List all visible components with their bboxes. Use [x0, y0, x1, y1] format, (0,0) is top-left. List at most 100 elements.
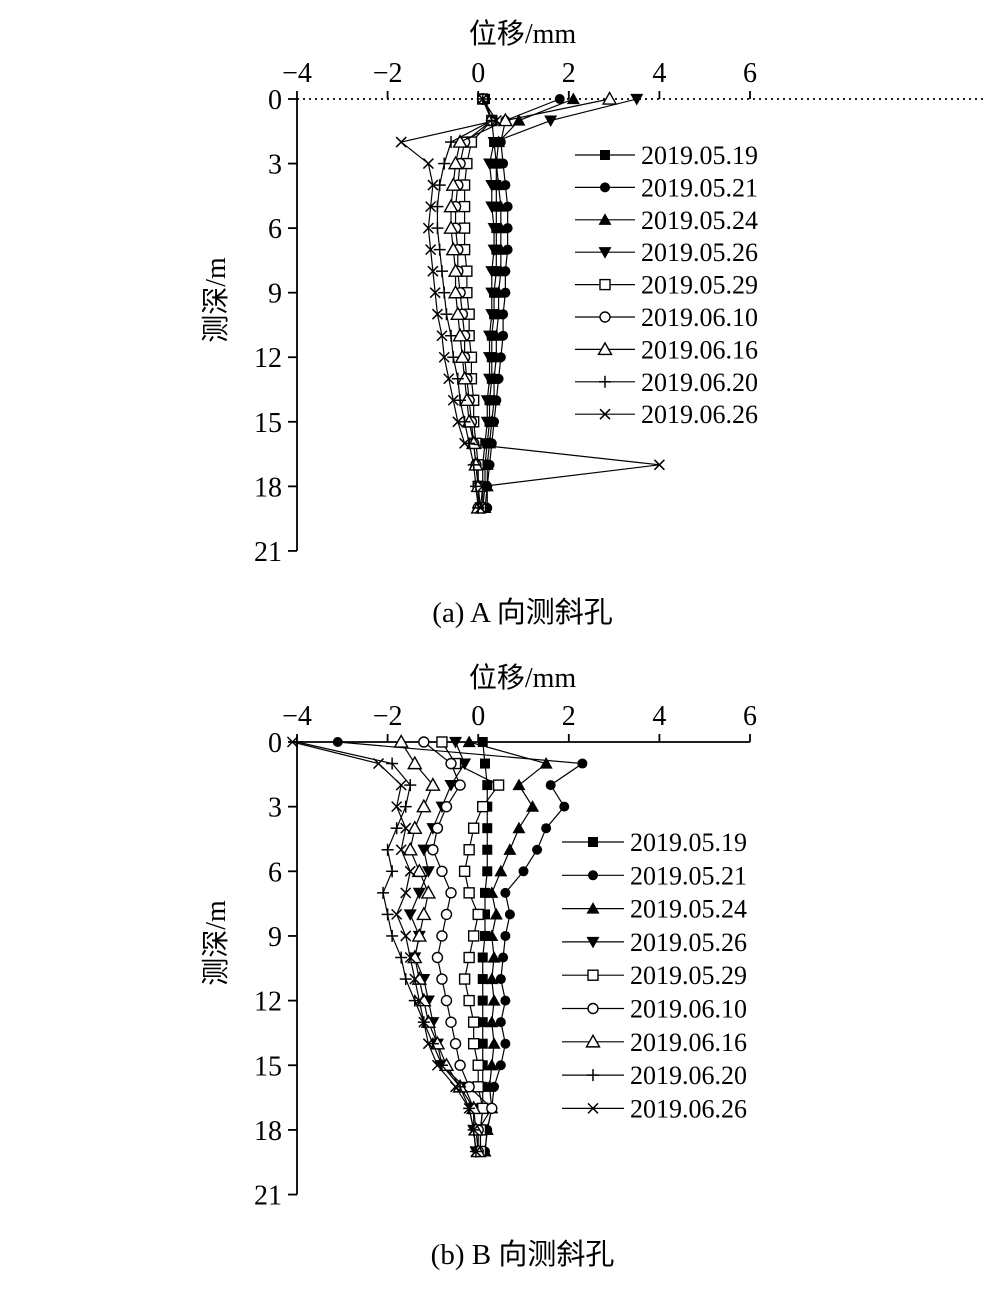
marker-square-filled — [477, 737, 488, 747]
marker-triangle-up-filled — [489, 350, 503, 363]
legend-entry: 2019.05.24 — [575, 206, 758, 235]
marker-triangle-down-filled — [487, 136, 501, 149]
marker-x — [422, 158, 434, 170]
marker-square-filled — [482, 844, 493, 855]
marker-circle-filled — [332, 737, 343, 747]
marker-triangle-up-open — [447, 263, 464, 277]
marker-x — [447, 394, 459, 406]
marker-square-filled — [482, 866, 493, 877]
legend-label: 2019.05.29 — [641, 271, 758, 300]
marker-x — [422, 1038, 434, 1050]
legend-label: 2019.05.24 — [630, 895, 747, 924]
marker-x — [425, 244, 437, 256]
marker-triangle-up-open — [402, 841, 418, 856]
marker-triangle-up-filled — [483, 1080, 497, 1092]
marker-triangle-up-open — [411, 863, 428, 878]
marker-circle-open — [436, 930, 448, 942]
marker-square-open — [472, 1059, 484, 1071]
marker-x — [373, 758, 385, 770]
x-tick-label: 2 — [562, 701, 576, 732]
marker-triangle-up-open — [407, 820, 423, 834]
marker-x — [477, 93, 489, 105]
legend-entry: 2019.06.16 — [562, 1028, 747, 1057]
marker-circle-filled — [600, 182, 610, 193]
legend-entry: 2019.06.20 — [575, 368, 758, 397]
legend-a: 2019.05.19 2019.05.21 2019.05.24 2019.05.26… — [575, 141, 758, 429]
marker-triangle-up-filled — [586, 902, 600, 914]
x-tick-label: 0 — [471, 701, 485, 732]
marker-circle-open — [431, 822, 444, 834]
marker-square-open — [463, 844, 475, 856]
marker-triangle-down-filled — [444, 780, 458, 792]
series-2019.06.20 — [431, 93, 498, 514]
marker-triangle-up-filled — [566, 92, 580, 105]
marker-x — [438, 351, 450, 363]
marker-x — [404, 951, 416, 964]
marker-x — [431, 1059, 443, 1071]
marker-circle-open — [449, 1037, 462, 1050]
marker-circle-filled — [495, 974, 506, 985]
marker-circle-filled — [577, 758, 588, 769]
marker-triangle-down-filled — [421, 866, 435, 878]
marker-triangle-up-open — [443, 198, 459, 213]
marker-triangle-up-open — [497, 112, 514, 127]
marker-square-open — [467, 1037, 480, 1050]
legend-label: 2019.05.19 — [630, 828, 747, 857]
marker-square-open — [472, 908, 484, 921]
marker-x — [599, 408, 611, 420]
marker-triangle-up-filled — [512, 778, 526, 791]
marker-triangle-up-filled — [512, 114, 526, 126]
marker-triangle-up-filled — [487, 393, 501, 406]
marker-x — [450, 1081, 462, 1093]
marker-square-open — [463, 951, 475, 964]
marker-circle-filled — [541, 823, 552, 834]
x-tick-label: 6 — [743, 58, 757, 89]
legend-entry: 2019.06.16 — [575, 335, 758, 364]
marker-triangle-up-filled — [489, 157, 503, 169]
legend-entry: 2019.05.19 — [562, 828, 747, 857]
marker-x — [395, 136, 407, 148]
legend-label: 2019.06.10 — [630, 995, 747, 1024]
marker-x — [422, 222, 434, 234]
marker-x — [427, 179, 439, 191]
marker-circle-filled — [498, 952, 509, 963]
legend-entry: 2019.05.21 — [575, 173, 758, 202]
chart-a-group: −4 −2 0 2 4 6 0 3 6 9 12 15 18 21 2019.05.19 2019.05.21… — [254, 58, 985, 568]
legend-label: 2019.05.21 — [641, 173, 758, 202]
legend-entry: 2019.06.10 — [562, 995, 747, 1024]
marker-circle-filled — [500, 995, 511, 1006]
marker-x — [436, 330, 448, 342]
marker-triangle-up-filled — [494, 221, 508, 234]
legend-label: 2019.05.19 — [641, 141, 758, 170]
marker-circle-open — [436, 865, 448, 877]
marker-triangle-up-filled — [539, 757, 553, 769]
marker-x — [400, 930, 412, 942]
marker-triangle-down-filled — [483, 352, 497, 364]
marker-triangle-up-open — [450, 306, 466, 320]
legend-label: 2019.06.26 — [641, 400, 758, 429]
marker-circle-filled — [495, 1060, 506, 1071]
marker-circle-open — [454, 1059, 466, 1071]
x-tick-label: −4 — [282, 58, 312, 89]
marker-triangle-up-open — [585, 1033, 601, 1048]
x-tick-label: 4 — [652, 58, 666, 89]
marker-triangle-down-filled — [485, 266, 499, 278]
marker-x — [400, 887, 412, 899]
series-2019.06.16 — [443, 91, 618, 514]
marker-square-open — [436, 736, 448, 748]
marker-circle-filled — [495, 1017, 506, 1028]
marker-triangle-down-filled — [630, 93, 644, 106]
series-line — [399, 98, 660, 508]
chart-b-group: −4 −2 0 2 4 6 0 3 6 9 12 15 18 21 2019.05.19 2019.05.21… — [254, 701, 757, 1212]
marker-triangle-up-filled — [462, 735, 476, 748]
marker-circle-open — [436, 973, 448, 985]
marker-circle-open — [445, 887, 457, 899]
marker-triangle-down-filled — [412, 887, 426, 900]
marker-square-open — [458, 865, 471, 877]
marker-x — [427, 265, 439, 277]
y-tick-label: 0 — [268, 85, 282, 116]
marker-triangle-up-open — [416, 906, 432, 921]
series-2019.06.20 — [291, 736, 482, 1158]
marker-triangle-up-open — [411, 928, 428, 942]
marker-x — [429, 287, 441, 299]
